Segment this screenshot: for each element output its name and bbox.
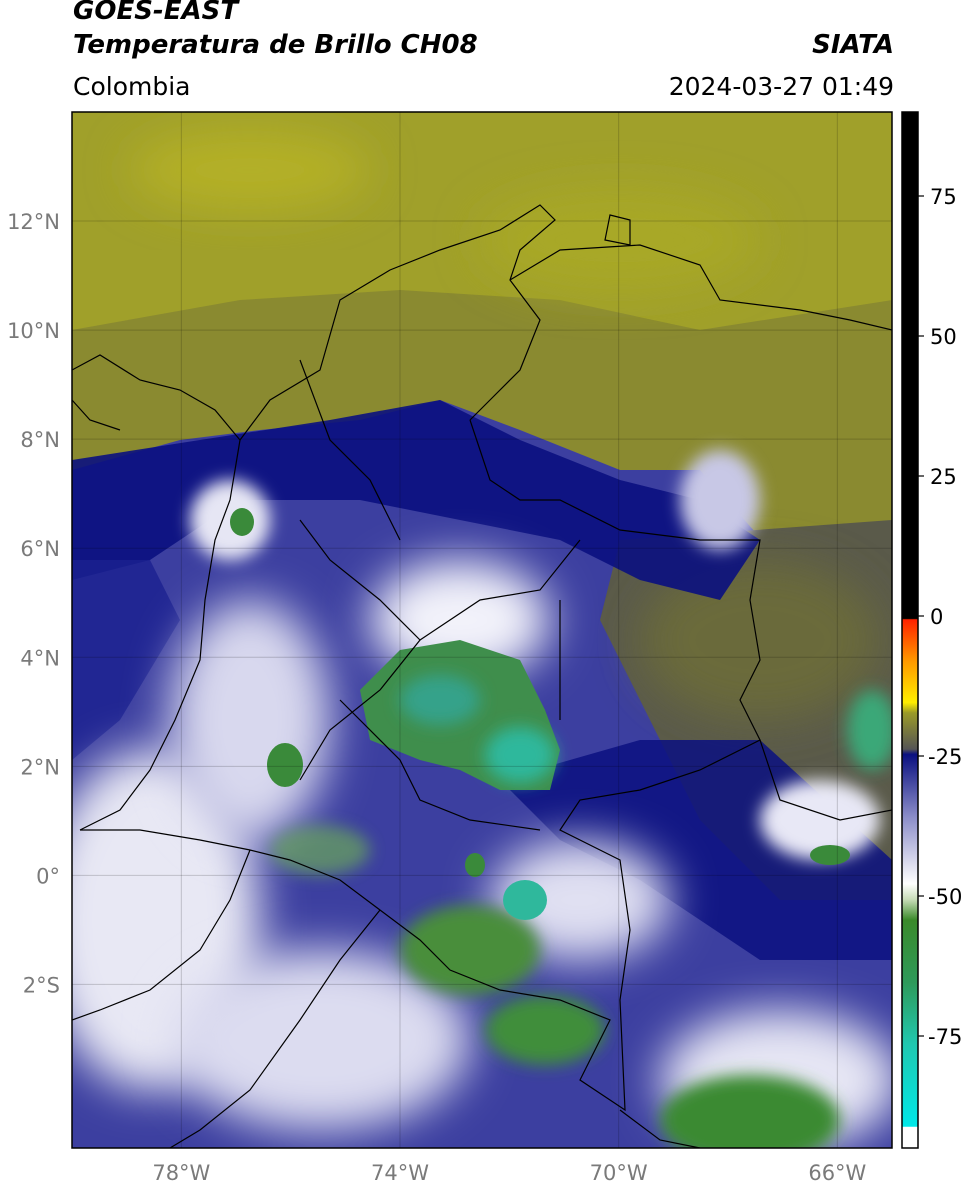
lat-label: 8°N xyxy=(20,428,60,452)
latitude-labels: 12°N 10°N 8°N 6°N 4°N 2°N 0° 2°S xyxy=(7,210,60,997)
map-frame xyxy=(71,111,893,1149)
colorbar-tick-label: 50 xyxy=(930,325,957,349)
colorbar-frame xyxy=(901,111,919,1149)
lat-label: 4°N xyxy=(20,646,60,670)
product-title: Temperatura de Brillo CH08 xyxy=(73,30,478,60)
lon-label: 66°W xyxy=(808,1161,866,1185)
colorbar xyxy=(902,112,918,1148)
colorbar-tick-label: -75 xyxy=(928,1025,962,1049)
lat-label: 0° xyxy=(36,864,60,888)
colorbar-tick-label: -25 xyxy=(928,745,962,769)
org-label: SIATA xyxy=(812,30,894,60)
satellite-imagery xyxy=(72,112,892,1148)
lat-label: 2°N xyxy=(20,755,60,779)
gridlines xyxy=(72,112,892,1148)
borders xyxy=(72,204,892,1148)
colorbar-tick-label: 25 xyxy=(930,465,957,489)
lon-label: 78°W xyxy=(152,1161,210,1185)
lat-label: 6°N xyxy=(20,537,60,561)
lat-label: 2°S xyxy=(23,973,60,997)
colorbar-tick-label: 0 xyxy=(930,605,943,629)
lat-label: 10°N xyxy=(7,319,60,343)
region-label: Colombia xyxy=(73,72,191,101)
colorbar-tick-label: -50 xyxy=(928,885,962,909)
lon-label: 74°W xyxy=(371,1161,429,1185)
colorbar-ticks: 75 50 25 0 -25 -50 -75 xyxy=(918,185,962,1049)
longitude-labels: 78°W 74°W 70°W 66°W xyxy=(152,1161,866,1185)
lon-label: 70°W xyxy=(590,1161,648,1185)
satellite-title: GOES-EAST xyxy=(73,0,239,26)
colorbar-tick-label: 75 xyxy=(930,185,957,209)
lat-label: 12°N xyxy=(7,210,60,234)
datetime-label: 2024-03-27 01:49 xyxy=(668,72,894,101)
